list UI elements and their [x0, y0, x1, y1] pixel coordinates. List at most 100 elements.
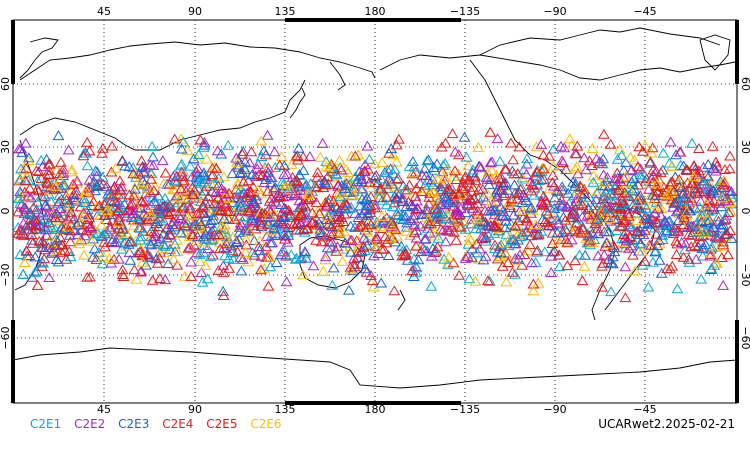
observation-marker [297, 151, 310, 162]
observation-marker [22, 190, 35, 201]
observation-marker [623, 210, 635, 221]
observation-marker [256, 169, 269, 180]
observation-marker [407, 213, 420, 223]
observation-marker [41, 209, 54, 220]
observation-marker [159, 240, 171, 251]
observation-marker [134, 231, 147, 242]
observation-marker [646, 142, 659, 153]
observation-marker [113, 183, 126, 194]
observation-marker [712, 187, 724, 198]
observation-marker [509, 254, 522, 265]
observation-marker [92, 227, 104, 238]
observation-marker [334, 227, 346, 237]
observation-marker [680, 164, 693, 175]
observation-marker [717, 279, 730, 290]
observation-marker [720, 210, 733, 221]
observation-marker [400, 221, 413, 232]
observation-marker [265, 192, 278, 203]
observation-marker [349, 150, 362, 161]
observation-marker [677, 195, 690, 205]
observation-marker [109, 162, 122, 173]
observation-marker [561, 260, 574, 271]
observation-marker [620, 156, 632, 167]
observation-marker [337, 216, 350, 226]
observation-marker [370, 242, 382, 253]
observation-marker [108, 253, 120, 264]
observation-marker [50, 164, 63, 175]
observation-marker [570, 161, 583, 172]
observation-marker [565, 234, 578, 245]
observation-marker [233, 226, 246, 237]
observation-marker [325, 226, 338, 237]
observation-marker [450, 203, 463, 214]
observation-marker [491, 253, 504, 264]
observation-marker [466, 167, 479, 178]
observation-marker [588, 200, 601, 210]
observation-marker [144, 208, 157, 219]
observation-marker [218, 213, 230, 224]
observation-marker [551, 227, 564, 238]
observation-marker [123, 161, 136, 171]
observation-marker [490, 186, 503, 197]
observation-marker [650, 228, 663, 239]
observation-marker [396, 192, 409, 203]
observation-marker [581, 209, 594, 220]
observation-marker [219, 200, 232, 211]
observation-marker [646, 198, 659, 209]
observation-marker [442, 197, 455, 208]
observation-marker [282, 204, 295, 215]
observation-marker [704, 184, 716, 194]
observation-marker [620, 170, 632, 181]
observation-marker [25, 229, 38, 240]
observation-marker [99, 210, 112, 220]
observation-marker [724, 150, 736, 161]
observation-marker [264, 237, 277, 248]
observation-marker [356, 193, 368, 204]
observation-marker [295, 251, 308, 262]
observation-marker [270, 257, 283, 267]
observation-marker [479, 235, 492, 246]
observation-marker [344, 220, 357, 231]
lon-label-top: −45 [633, 5, 656, 18]
observation-marker [354, 200, 366, 211]
observation-marker [300, 212, 312, 223]
observation-marker [184, 241, 196, 252]
observation-marker [194, 256, 206, 266]
observation-marker [451, 206, 464, 217]
observation-marker [104, 223, 117, 234]
observation-marker [192, 149, 205, 159]
observation-marker [87, 233, 100, 244]
observation-marker [558, 142, 571, 153]
latitude-labels-left: 60 30 0 −30 −60 [0, 77, 12, 350]
observation-marker [500, 276, 513, 287]
observation-marker [530, 166, 543, 177]
lat-label-right: −60 [739, 326, 750, 349]
longitude-labels-top: 45 90 135 180 −135 −90 −45 [97, 5, 657, 18]
observation-marker [583, 235, 596, 246]
observation-marker [134, 234, 147, 245]
observation-marker [339, 203, 352, 214]
observation-marker [638, 213, 651, 224]
observation-marker [672, 177, 685, 188]
observation-marker [188, 192, 200, 203]
observation-marker [665, 176, 677, 187]
observation-marker [655, 267, 668, 278]
observation-marker [378, 166, 391, 177]
observation-marker [458, 131, 471, 142]
observation-marker [55, 246, 68, 257]
observation-marker [689, 203, 702, 214]
observation-marker [80, 184, 92, 195]
observation-marker [562, 187, 574, 198]
observation-marker [466, 243, 479, 254]
observation-marker [591, 223, 604, 234]
observation-marker [679, 238, 692, 249]
observation-marker [500, 249, 512, 260]
observation-marker [537, 190, 550, 201]
observation-marker [381, 164, 394, 175]
observation-marker [717, 179, 730, 190]
observation-marker [555, 194, 568, 205]
observation-marker [369, 202, 382, 213]
observation-marker [71, 175, 83, 186]
observation-marker [180, 185, 192, 196]
observation-marker [325, 203, 338, 213]
